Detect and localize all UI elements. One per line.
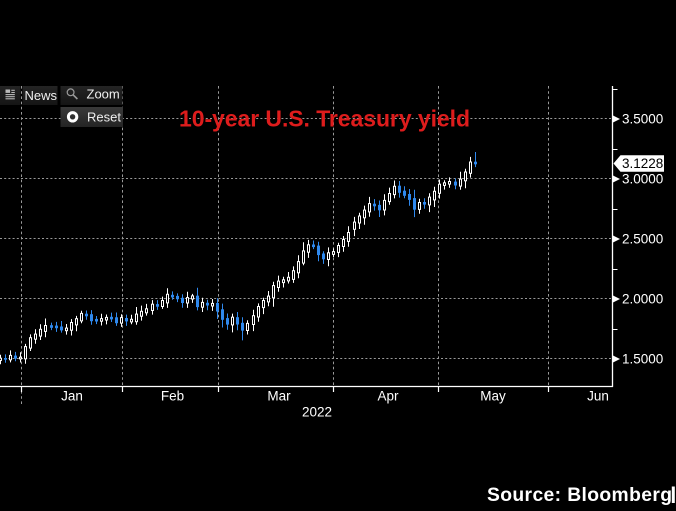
- svg-text:10-year U.S. Treasury yield: 10-year U.S. Treasury yield: [179, 106, 470, 132]
- svg-text:Jun: Jun: [587, 389, 609, 404]
- svg-text:May: May: [480, 389, 506, 404]
- svg-text:3.1228: 3.1228: [622, 156, 663, 171]
- svg-text:Source: Bloomberg: Source: Bloomberg: [487, 485, 672, 506]
- svg-text:News: News: [25, 88, 58, 103]
- svg-text:Feb: Feb: [161, 389, 184, 404]
- svg-text:3.5000: 3.5000: [622, 112, 663, 127]
- svg-text:1.5000: 1.5000: [622, 352, 663, 367]
- svg-text:Reset: Reset: [87, 110, 121, 125]
- svg-text:3.0000: 3.0000: [622, 172, 663, 187]
- svg-text:Apr: Apr: [377, 389, 399, 404]
- svg-text:2.0000: 2.0000: [622, 292, 663, 307]
- svg-text:Jan: Jan: [61, 389, 83, 404]
- svg-text:Mar: Mar: [267, 389, 291, 404]
- svg-text:2.5000: 2.5000: [622, 232, 663, 247]
- svg-text:2022: 2022: [302, 405, 332, 420]
- svg-text:Zoom: Zoom: [87, 87, 120, 102]
